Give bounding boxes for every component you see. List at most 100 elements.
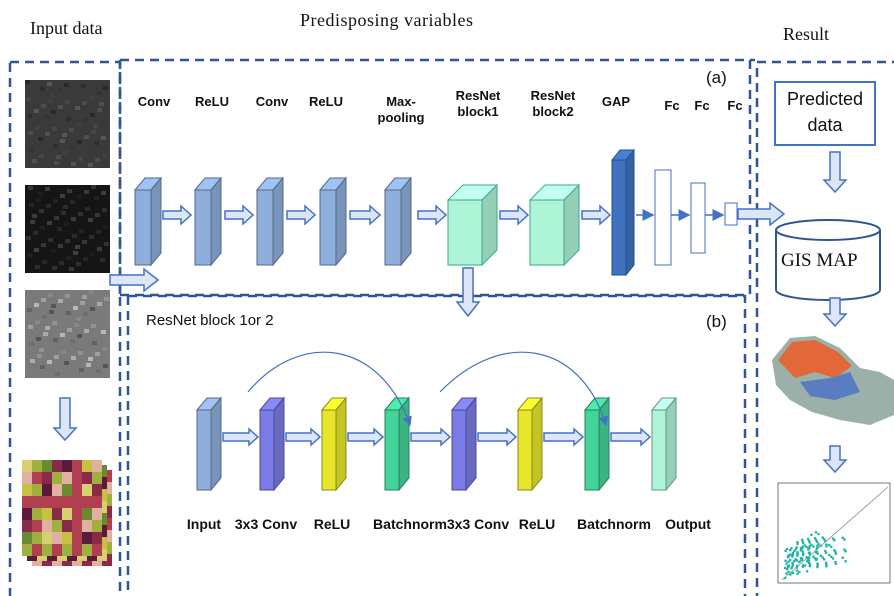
scatter-dot <box>787 570 790 573</box>
image-texture <box>72 95 77 99</box>
predicted-label: Predicted data <box>776 86 874 138</box>
image-texture <box>59 122 64 126</box>
mosaic-cell <box>82 460 92 472</box>
image-texture <box>60 194 65 198</box>
slab-side <box>211 398 221 490</box>
image-texture <box>40 365 45 369</box>
image-texture <box>59 261 64 265</box>
mosaic-cell <box>42 532 52 544</box>
scatter-dot <box>791 561 794 564</box>
image-texture <box>98 319 103 323</box>
image-texture <box>57 227 62 231</box>
mosaic-cell <box>22 544 32 556</box>
image-texture <box>72 373 77 377</box>
image-texture <box>38 192 43 196</box>
mosaic-cell <box>32 544 42 556</box>
slab-side <box>151 178 161 265</box>
scatter-dot <box>805 546 808 549</box>
image-texture <box>84 190 89 194</box>
image-texture <box>58 105 63 109</box>
image-texture <box>26 236 31 240</box>
scatter-dot <box>816 540 819 543</box>
image-texture <box>88 163 93 167</box>
scatter-dot <box>802 554 805 557</box>
scatter-dot <box>790 567 793 570</box>
mosaic-cell <box>32 496 42 508</box>
image-texture <box>27 308 32 312</box>
image-texture <box>33 370 38 374</box>
scatter-dot <box>796 543 799 546</box>
mosaic-cell <box>52 532 62 544</box>
image-texture <box>89 290 94 294</box>
gis-label: GIS MAP <box>781 250 858 272</box>
image-texture <box>87 146 92 150</box>
scatter-dot <box>793 550 796 553</box>
image-texture <box>41 298 46 302</box>
image-texture <box>66 256 71 260</box>
image-texture <box>59 316 64 320</box>
image-texture <box>101 191 106 195</box>
image-texture <box>27 114 32 118</box>
image-texture <box>91 130 96 134</box>
scatter-dot <box>804 564 807 567</box>
mosaic-cell <box>32 532 42 544</box>
mosaic-cell <box>92 508 102 520</box>
image-texture <box>46 204 51 208</box>
mosaic-cell <box>82 472 92 484</box>
fc-layer <box>725 203 737 225</box>
mosaic-cell <box>42 544 52 556</box>
image-texture <box>53 199 58 203</box>
image-texture <box>48 238 53 242</box>
image-texture <box>90 113 95 117</box>
mosaic-cell <box>52 484 62 496</box>
mosaic-cell <box>42 496 52 508</box>
mosaic-cell <box>42 472 52 484</box>
slab-side <box>401 178 411 265</box>
mosaic-cell <box>92 472 102 484</box>
hollow-arrow <box>225 206 253 224</box>
image-texture <box>101 136 106 140</box>
hollow-arrow <box>418 206 446 224</box>
image-texture <box>52 321 57 325</box>
image-texture <box>47 360 52 364</box>
image-texture <box>35 126 40 130</box>
image-texture <box>43 332 48 336</box>
image-texture <box>99 102 104 106</box>
scatter-dot <box>824 540 827 543</box>
slab-side <box>466 398 476 490</box>
scatter-dot <box>798 561 801 564</box>
layer-label: Max-pooling <box>367 94 435 126</box>
image-texture <box>30 359 35 363</box>
slab-side <box>336 398 346 490</box>
hollow-arrow <box>110 269 158 291</box>
scatter-dot <box>796 559 799 562</box>
mosaic-cell <box>72 544 82 556</box>
image-texture <box>65 239 70 243</box>
image-texture <box>101 330 106 334</box>
fc-layer <box>655 170 671 265</box>
scatter-dot <box>796 572 799 575</box>
image-texture <box>64 361 69 365</box>
mosaic-cell <box>32 484 42 496</box>
image-texture <box>34 303 39 307</box>
image-texture <box>76 317 81 321</box>
scatter-dot <box>809 565 812 568</box>
image-texture <box>91 185 96 189</box>
image-texture <box>95 213 100 217</box>
mosaic-cell <box>72 520 82 532</box>
scatter-dot <box>784 577 787 580</box>
scatter-dot <box>802 542 805 545</box>
slab-front <box>585 410 599 490</box>
image-texture <box>58 244 63 248</box>
panel-title: ResNet block 1or 2 <box>146 312 274 329</box>
slab-side <box>626 150 634 275</box>
mosaic-cell <box>72 460 82 472</box>
mosaic-cell <box>42 484 52 496</box>
hollow-arrow <box>286 429 320 445</box>
scatter-dot <box>825 565 828 568</box>
layer-label: 3x3 Conv <box>447 516 509 532</box>
image-texture <box>32 214 37 218</box>
scatter-dot <box>796 569 799 572</box>
image-texture <box>64 83 69 87</box>
mosaic-cell <box>72 508 82 520</box>
